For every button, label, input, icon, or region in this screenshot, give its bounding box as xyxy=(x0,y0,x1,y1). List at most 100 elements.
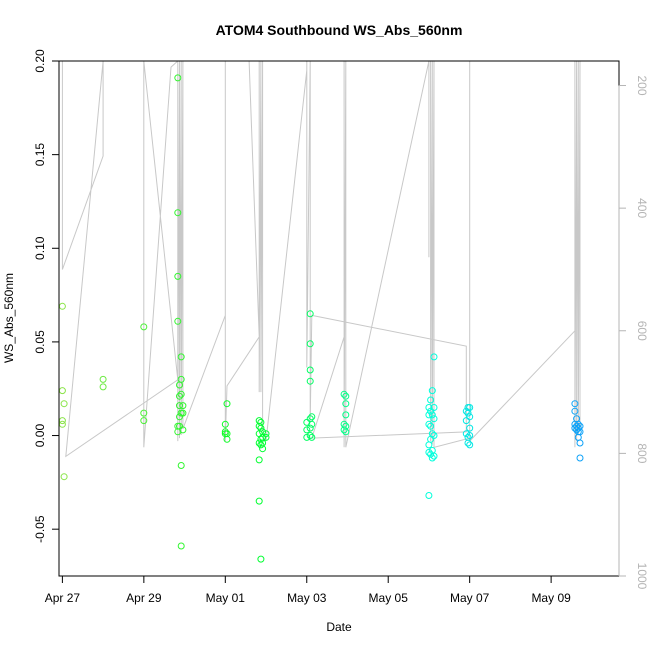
y-tick-label: -0.05 xyxy=(33,515,47,543)
secondary-line-layer xyxy=(61,61,581,458)
data-point xyxy=(425,404,433,411)
data-point xyxy=(430,432,438,439)
data-point xyxy=(576,428,584,436)
data-point xyxy=(430,452,438,460)
data-point xyxy=(177,462,185,469)
data-point xyxy=(99,375,107,383)
data-point xyxy=(99,383,107,391)
secondary-tick-label: 600 xyxy=(635,321,649,341)
x-tick-label: May 09 xyxy=(531,591,571,605)
data-point xyxy=(179,402,187,410)
secondary-tick-label: 400 xyxy=(635,198,649,218)
data-point xyxy=(262,430,270,438)
data-point xyxy=(342,411,350,419)
data-point xyxy=(262,433,270,441)
data-point xyxy=(174,272,182,280)
x-tick-label: May 05 xyxy=(369,591,409,605)
data-point xyxy=(140,409,148,417)
data-point xyxy=(466,404,474,411)
data-point xyxy=(466,432,474,439)
data-point xyxy=(576,439,584,447)
data-point xyxy=(466,441,474,449)
data-point xyxy=(340,426,348,434)
data-point xyxy=(179,409,187,417)
y-tick-label: 0.15 xyxy=(33,143,47,167)
data-point xyxy=(223,435,231,443)
data-point xyxy=(342,428,350,436)
data-point xyxy=(462,430,470,438)
x-axis-label: Date xyxy=(326,620,352,634)
data-point xyxy=(221,420,229,428)
secondary-series-line xyxy=(61,61,581,458)
y-axis-label: WS_Abs_560nm xyxy=(2,273,16,363)
data-point xyxy=(255,456,263,464)
data-point xyxy=(255,422,263,430)
data-point xyxy=(576,454,584,462)
data-point xyxy=(308,433,316,441)
data-point xyxy=(257,424,265,432)
data-point xyxy=(306,310,314,318)
y-tick-label: 0.00 xyxy=(33,424,47,448)
data-point xyxy=(428,454,436,462)
data-point xyxy=(221,428,229,436)
data-point xyxy=(140,417,148,425)
data-point xyxy=(140,323,148,331)
secondary-tick-label: 200 xyxy=(635,76,649,96)
data-point xyxy=(428,411,436,419)
data-point xyxy=(306,432,314,439)
data-point xyxy=(255,497,263,505)
data-point xyxy=(342,392,350,400)
data-point xyxy=(340,390,348,398)
data-point xyxy=(174,74,182,82)
data-point xyxy=(574,420,582,428)
x-tick-label: May 01 xyxy=(206,591,246,605)
data-point xyxy=(571,400,579,408)
secondary-tick-label: 1000 xyxy=(635,563,649,590)
data-point xyxy=(303,433,311,441)
y-axis: -0.05 0.00 0.05 0.10 0.15 0.20 xyxy=(33,49,60,543)
data-point xyxy=(306,377,314,385)
data-point xyxy=(60,400,68,408)
data-point xyxy=(259,445,267,453)
data-point xyxy=(427,450,435,458)
data-point xyxy=(176,402,183,410)
data-point xyxy=(174,317,182,325)
data-point xyxy=(428,387,436,395)
data-point xyxy=(430,404,438,411)
data-point xyxy=(223,400,231,408)
x-tick-label: May 07 xyxy=(450,591,490,605)
data-point xyxy=(303,426,311,434)
data-point xyxy=(177,375,185,383)
data-point xyxy=(571,407,579,415)
data-point xyxy=(425,492,433,499)
data-point xyxy=(428,430,436,438)
data-point xyxy=(427,396,435,404)
data-point xyxy=(574,424,582,432)
data-point xyxy=(308,413,316,421)
y-tick-label: 0.20 xyxy=(33,49,47,73)
data-point xyxy=(342,400,350,408)
data-point xyxy=(255,439,263,447)
data-point xyxy=(177,390,185,398)
data-point xyxy=(464,439,472,447)
x-axis: Apr 27 Apr 29 May 01 May 03 May 05 May 07 May … xyxy=(45,575,571,605)
secondary-tick-label: 800 xyxy=(635,443,649,463)
data-point xyxy=(177,542,185,550)
data-point xyxy=(308,420,316,428)
data-point xyxy=(257,441,265,449)
data-point xyxy=(466,413,474,421)
data-point xyxy=(425,448,433,456)
data-point xyxy=(179,426,187,434)
data-point xyxy=(257,555,265,563)
secondary-y-axis: 200 400 600 800 1000 xyxy=(618,76,649,590)
x-tick-label: Apr 27 xyxy=(45,591,81,605)
data-point xyxy=(425,411,433,419)
data-point xyxy=(60,473,68,481)
data-point xyxy=(430,353,438,361)
chart-title: ATOM4 Southbound WS_Abs_560nm xyxy=(216,22,463,38)
data-point xyxy=(177,353,185,361)
data-point xyxy=(176,392,183,400)
data-point xyxy=(430,415,438,423)
